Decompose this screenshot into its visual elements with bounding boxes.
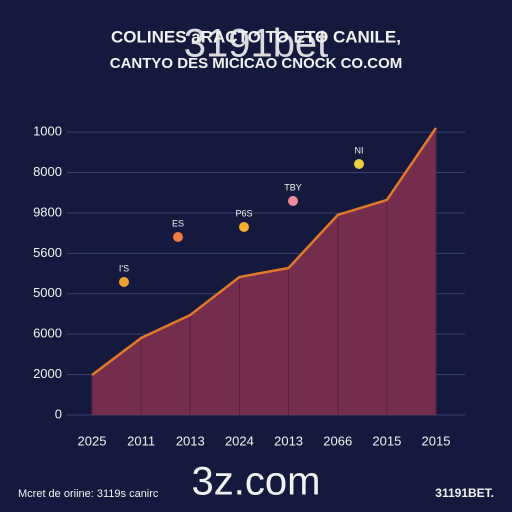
y-tick-label: 9800 xyxy=(33,204,62,219)
footer-text: Mcret de oriine: 3119s canirc xyxy=(18,488,159,500)
y-tick-label: 6000 xyxy=(33,326,62,341)
x-tick-label: 2013 xyxy=(274,433,303,448)
annotation-label: NI xyxy=(355,145,364,155)
y-tick-label: 5000 xyxy=(33,285,62,300)
line xyxy=(91,127,438,376)
x-tick-label: 2025 xyxy=(78,433,107,448)
annotation-label: TBY xyxy=(284,182,302,192)
annotation-marker xyxy=(288,196,298,206)
annotation-label: P6S xyxy=(235,208,252,218)
x-tick-label: 2024 xyxy=(225,433,254,448)
annotation-marker xyxy=(354,159,364,169)
y-tick-label: 5600 xyxy=(33,245,62,260)
annotation-marker xyxy=(173,232,183,242)
x-tick-label: 2011 xyxy=(127,433,155,448)
annotation-label: ES xyxy=(172,218,184,228)
watermark: 3z.com xyxy=(192,460,321,504)
annotation-marker xyxy=(239,222,249,232)
y-tick-label: 1000 xyxy=(33,124,62,139)
chart-title: COLINES aRACTO TO ETO CANILE, xyxy=(111,27,401,46)
y-tick-label: 8000 xyxy=(33,164,62,179)
x-tick-label: 2015 xyxy=(372,433,401,448)
y-tick-label: 2000 xyxy=(33,366,62,381)
footer-brand: 31191BET. xyxy=(435,486,494,500)
chart-subtitle: CANTYO DES MICICAO CNOCK CO.COM xyxy=(110,55,403,72)
x-tick-label: 2015 xyxy=(422,433,451,448)
x-tick-label: 2066 xyxy=(323,433,352,448)
watermark: 3191bet xyxy=(184,22,329,66)
y-tick-label: 0 xyxy=(55,406,62,421)
x-tick-label: 2013 xyxy=(176,433,205,448)
annotation-marker xyxy=(119,277,129,287)
annotation-label: I'S xyxy=(119,263,129,273)
area xyxy=(92,127,436,415)
